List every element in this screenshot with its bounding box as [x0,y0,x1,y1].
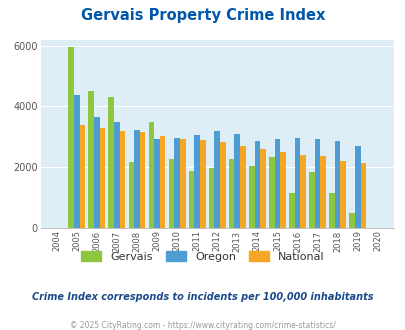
Bar [314,139,320,228]
Bar [288,193,294,228]
Bar [99,128,105,228]
Bar [199,140,205,228]
Bar [354,147,360,228]
Bar [114,121,119,228]
Bar [294,138,300,228]
Bar [228,159,234,228]
Text: © 2025 CityRating.com - https://www.cityrating.com/crime-statistics/: © 2025 CityRating.com - https://www.city… [70,321,335,330]
Bar [179,139,185,228]
Bar [360,163,365,228]
Bar [160,136,165,228]
Bar [88,91,94,228]
Bar [68,47,74,228]
Bar [194,135,199,228]
Bar [248,166,254,228]
Text: Crime Index corresponds to incidents per 100,000 inhabitants: Crime Index corresponds to incidents per… [32,292,373,302]
Bar [254,141,260,228]
Bar [348,213,354,228]
Bar [320,156,325,228]
Bar [220,142,225,228]
Bar [308,173,314,228]
Bar [340,161,345,228]
Bar [168,159,174,228]
Bar [279,152,285,228]
Bar [274,139,279,228]
Bar [154,139,160,228]
Text: Gervais Property Crime Index: Gervais Property Crime Index [81,8,324,23]
Legend: Gervais, Oregon, National: Gervais, Oregon, National [81,251,324,262]
Bar [94,117,99,228]
Bar [174,138,179,228]
Bar [134,130,139,228]
Bar [148,122,154,228]
Bar [119,131,125,228]
Bar [79,125,85,228]
Bar [128,162,134,228]
Bar [239,146,245,228]
Bar [74,95,79,228]
Bar [208,168,214,228]
Bar [188,171,194,228]
Bar [260,149,265,228]
Bar [214,131,220,228]
Bar [139,132,145,228]
Bar [300,155,305,228]
Bar [234,134,239,228]
Bar [328,193,334,228]
Bar [269,157,274,228]
Bar [334,141,340,228]
Bar [108,97,114,228]
